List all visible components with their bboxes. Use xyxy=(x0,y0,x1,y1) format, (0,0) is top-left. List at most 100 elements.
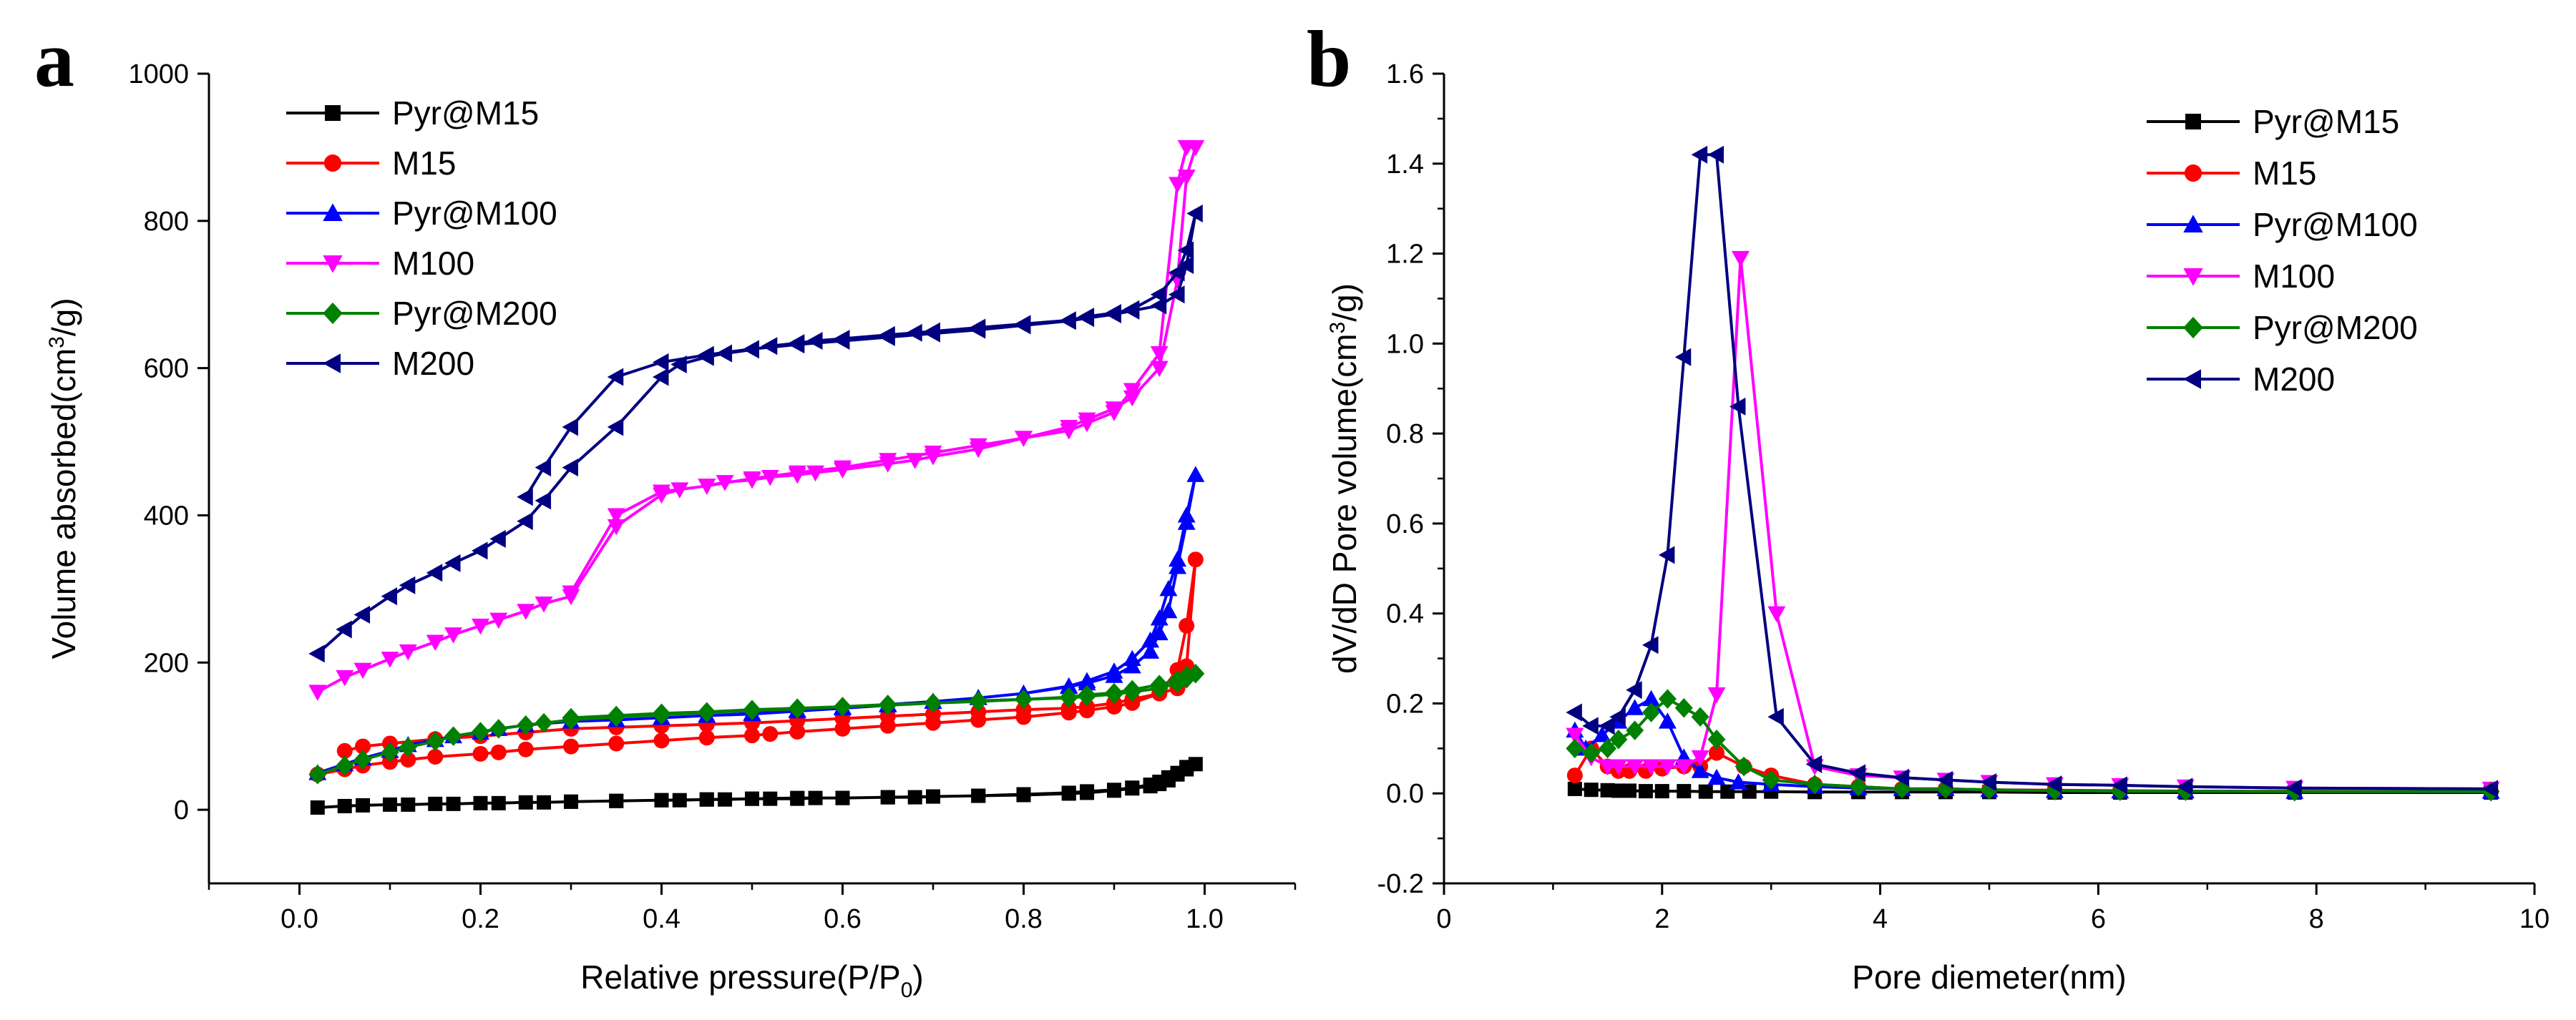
data-point xyxy=(698,730,715,746)
data-point xyxy=(489,719,508,739)
data-point xyxy=(879,328,895,346)
x-axis-label: Pore diemeter(nm) xyxy=(1852,958,2126,996)
data-point xyxy=(1169,263,1185,282)
y-tick-label: 1.2 xyxy=(1386,240,1424,270)
data-point xyxy=(2176,778,2193,796)
data-point xyxy=(834,332,850,350)
data-point xyxy=(1600,783,1615,798)
x-tick-label: 1.0 xyxy=(1186,904,1224,934)
data-point xyxy=(1186,205,1203,223)
data-point xyxy=(1060,700,1077,717)
data-point xyxy=(517,604,535,620)
data-point xyxy=(1177,241,1194,260)
panel-label: b xyxy=(1307,15,1351,104)
series-pyr-m200 xyxy=(1566,689,2500,802)
data-point xyxy=(1729,773,1747,790)
data-point xyxy=(489,612,508,629)
data-point xyxy=(970,704,987,720)
data-point xyxy=(879,695,897,715)
data-point xyxy=(761,469,779,486)
data-point xyxy=(1177,139,1196,157)
data-point xyxy=(535,596,553,613)
y-tick-label: -0.2 xyxy=(1377,869,1424,899)
data-point xyxy=(1638,784,1653,799)
data-point xyxy=(562,585,580,602)
data-point xyxy=(1078,309,1095,328)
data-point xyxy=(383,797,397,812)
data-point xyxy=(1674,348,1692,366)
x-tick-label: 0.4 xyxy=(643,904,680,934)
data-point xyxy=(472,745,489,762)
x-tick-label: 6 xyxy=(2091,904,2106,934)
data-point xyxy=(926,789,940,804)
y-tick-label: 800 xyxy=(144,207,189,237)
data-point xyxy=(1016,787,1031,802)
data-point xyxy=(1936,770,1953,789)
data-point xyxy=(788,698,806,718)
data-point xyxy=(472,722,489,742)
data-point xyxy=(2482,780,2499,798)
data-point xyxy=(1177,514,1196,530)
x-tick-label: 0.8 xyxy=(1005,904,1043,934)
data-point xyxy=(337,798,352,813)
data-point xyxy=(1015,316,1031,335)
data-point xyxy=(356,798,371,813)
data-point xyxy=(1150,609,1169,626)
data-point xyxy=(1169,285,1185,304)
data-point xyxy=(743,340,759,358)
data-point xyxy=(670,482,689,499)
data-point xyxy=(1609,707,1626,726)
data-point xyxy=(1707,687,1726,704)
data-point xyxy=(1079,699,1096,715)
data-point xyxy=(879,453,897,469)
data-point xyxy=(1060,677,1078,695)
y-tick-label: 1.0 xyxy=(1386,329,1424,359)
data-point xyxy=(1849,764,1866,783)
data-point xyxy=(1169,557,1187,574)
data-point xyxy=(1674,759,1693,775)
data-point xyxy=(1141,631,1160,648)
data-point xyxy=(1169,670,1187,690)
data-point xyxy=(1566,727,1584,744)
legend-label: Pyr@M15 xyxy=(392,94,539,132)
legend-marker xyxy=(323,302,343,325)
data-point xyxy=(653,703,670,724)
series-pyr-m15 xyxy=(310,757,1203,815)
data-point xyxy=(924,324,940,343)
data-point xyxy=(563,738,579,755)
y-tick-label: 0.6 xyxy=(1386,509,1424,539)
data-point xyxy=(1642,702,1661,722)
data-point xyxy=(1566,768,1583,784)
data-point xyxy=(1061,785,1076,800)
x-tick-label: 0.0 xyxy=(280,904,318,934)
legend-label: M200 xyxy=(392,345,474,382)
data-point xyxy=(788,465,806,482)
data-point xyxy=(607,705,625,726)
panel-b: b 0 2 4 6 8 10 -0.2 0.0 0.2 0.4 0.6 0.8 1.0 1.2 1.4 1.6 P… xyxy=(1307,15,2550,996)
data-point xyxy=(924,445,942,462)
data-point xyxy=(790,790,805,805)
data-point xyxy=(806,465,825,482)
data-point xyxy=(1767,707,1784,726)
data-point xyxy=(399,737,417,757)
data-point xyxy=(1177,170,1196,186)
data-point xyxy=(1582,717,1599,735)
data-point xyxy=(1159,602,1178,619)
legend-label: M200 xyxy=(2253,361,2335,398)
x-axis-label-tail: ) xyxy=(912,958,923,996)
y-axis-label-tail: /g) xyxy=(1326,283,1363,322)
data-point xyxy=(446,796,461,811)
data-point xyxy=(381,587,397,606)
data-point xyxy=(1626,681,1642,700)
data-point xyxy=(835,790,850,805)
data-point xyxy=(517,741,534,757)
data-point xyxy=(1691,762,1709,778)
data-point xyxy=(1677,784,1692,799)
data-point xyxy=(535,712,553,733)
data-point xyxy=(517,512,533,531)
panel-label: a xyxy=(34,15,74,104)
legend-label: M15 xyxy=(392,144,456,182)
legend-marker xyxy=(323,203,343,221)
y-axis-label-superscript: 3 xyxy=(1326,322,1350,334)
